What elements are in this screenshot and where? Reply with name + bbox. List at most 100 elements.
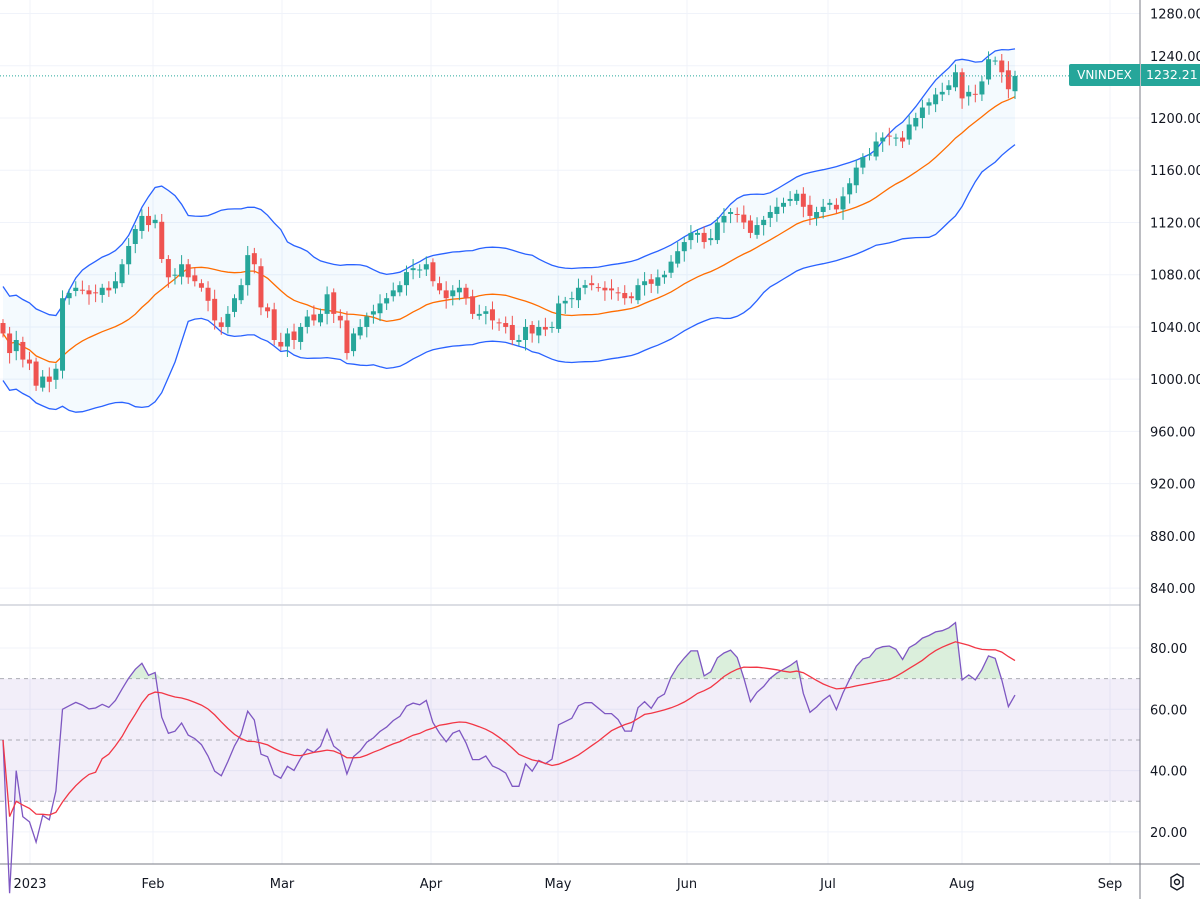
candle-body — [529, 324, 535, 334]
candle-body — [979, 81, 985, 95]
candle-body — [946, 85, 952, 90]
candle — [476, 304, 482, 320]
candle-body — [800, 193, 806, 207]
candle-body — [106, 287, 112, 291]
candle — [767, 205, 773, 228]
candle-body — [384, 298, 390, 304]
candle — [20, 336, 26, 368]
candle-body — [390, 290, 396, 297]
candle — [787, 191, 793, 207]
candle — [73, 281, 79, 297]
candle-body — [324, 294, 330, 314]
candle — [40, 370, 46, 392]
candle-body — [126, 245, 132, 265]
candle — [79, 280, 85, 295]
candle — [496, 318, 502, 331]
candle-body — [278, 341, 284, 347]
candle — [972, 84, 978, 103]
candle — [146, 206, 152, 232]
candle — [423, 256, 429, 277]
candle — [575, 278, 581, 309]
candle — [589, 275, 595, 291]
candle — [913, 112, 919, 131]
candle — [979, 76, 985, 102]
candle — [992, 56, 998, 66]
candle — [800, 187, 806, 218]
candle-body — [291, 331, 297, 340]
candle-body — [681, 242, 687, 252]
candle — [377, 294, 383, 322]
candle-body — [265, 307, 271, 312]
candle-body — [238, 285, 244, 301]
settings-gear-icon[interactable] — [1167, 872, 1187, 892]
candle — [258, 258, 264, 316]
candle-body — [463, 287, 469, 299]
candle-body — [900, 137, 906, 142]
candle-body — [1005, 70, 1011, 90]
candle-body — [913, 117, 919, 127]
candle-body — [714, 222, 720, 241]
candle — [7, 326, 13, 364]
candle-body — [595, 287, 601, 289]
candle-body — [298, 326, 304, 342]
rsi-ma-line — [2, 641, 1016, 817]
candle-body — [26, 359, 32, 364]
candle-body — [317, 313, 323, 323]
candle — [595, 283, 601, 292]
candle-body — [232, 298, 238, 312]
candle-body — [893, 137, 899, 139]
candle-body — [688, 232, 694, 241]
candle-body — [853, 167, 859, 186]
candle — [562, 296, 568, 314]
candle — [820, 198, 826, 219]
candle — [364, 312, 370, 338]
candle-body — [377, 303, 383, 314]
candle-body — [701, 232, 707, 243]
candle-body — [20, 341, 26, 360]
candle — [582, 279, 588, 295]
candle — [192, 267, 198, 287]
candle-body — [761, 219, 767, 226]
candle-body — [615, 292, 621, 294]
candle — [265, 303, 271, 318]
price-tick-label: 1200.00 — [1150, 112, 1200, 127]
candle-body — [695, 232, 701, 235]
rsi-line — [2, 621, 1016, 894]
candle — [661, 270, 667, 284]
candle — [542, 317, 548, 337]
candle — [866, 148, 872, 161]
candle-body — [430, 262, 436, 282]
candle — [847, 178, 853, 204]
candle — [384, 292, 390, 310]
candle-body — [880, 137, 886, 142]
candle — [126, 238, 132, 275]
candle-body — [582, 285, 588, 288]
candle — [304, 309, 310, 334]
candle-body — [734, 213, 740, 215]
candle — [390, 282, 396, 302]
candle-body — [165, 259, 171, 278]
candle-body — [13, 340, 19, 352]
x-tick-label: 2023 — [13, 877, 46, 892]
price-tick-label: 880.00 — [1150, 530, 1196, 545]
candle — [172, 268, 178, 285]
candle-body — [1012, 75, 1018, 92]
candle-body — [66, 292, 72, 299]
candle — [609, 279, 615, 300]
candle-body — [972, 93, 978, 95]
candle — [417, 264, 423, 278]
candle-body — [351, 333, 357, 352]
candle — [536, 320, 542, 344]
candle-body — [119, 264, 125, 284]
candle-body — [814, 212, 820, 218]
candle-body — [933, 94, 939, 105]
candle-body — [79, 289, 85, 291]
candle-body — [523, 326, 529, 340]
candle-body — [575, 287, 581, 301]
candle — [33, 357, 39, 391]
candle-body — [423, 264, 429, 270]
candle — [410, 259, 416, 280]
candle — [946, 80, 952, 96]
candle-body — [787, 198, 793, 201]
